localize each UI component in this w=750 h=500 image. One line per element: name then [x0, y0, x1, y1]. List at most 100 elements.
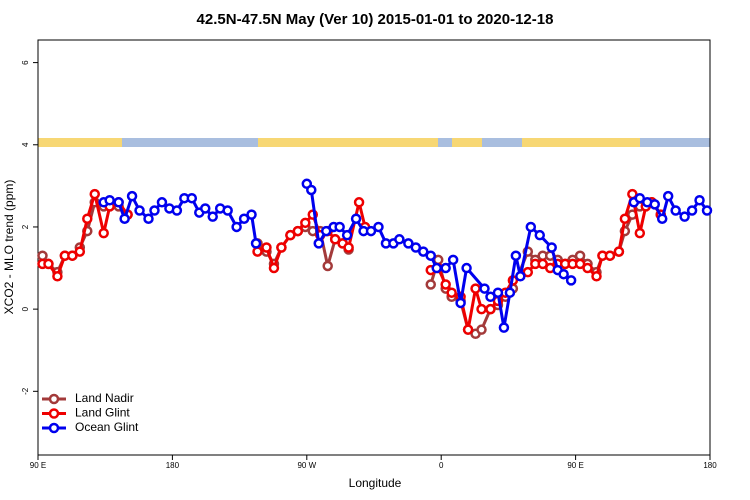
data-point [252, 246, 263, 257]
legend-label: Land Nadir [75, 391, 134, 405]
data-point [604, 250, 616, 261]
data-point [694, 194, 705, 206]
data-point [268, 262, 280, 274]
x-axis-label: Longitude [349, 476, 402, 490]
y-tick-label: -2 [21, 387, 30, 395]
data-point [410, 242, 422, 253]
data-point [662, 190, 674, 202]
data-point [619, 213, 631, 224]
data-point [649, 199, 660, 210]
data-point [634, 227, 646, 239]
data-point [440, 279, 451, 290]
data-point [634, 192, 646, 204]
data-point [431, 262, 442, 274]
data-point [613, 246, 625, 257]
data-point [43, 258, 54, 270]
legend-marker [48, 422, 60, 434]
data-point [455, 297, 466, 309]
data-point [353, 197, 365, 208]
data-point [679, 211, 690, 222]
data-point [134, 205, 145, 216]
data-point [322, 260, 333, 272]
chart-title: 42.5N-47.5N May (Ver 10) 2015-01-01 to 2… [197, 11, 554, 28]
data-point [582, 262, 593, 274]
data-point [67, 250, 78, 261]
data-point [394, 234, 405, 245]
data-point [686, 205, 698, 216]
plot-frame [37, 39, 711, 456]
data-point [119, 213, 130, 224]
land-strip [452, 138, 482, 147]
data-point [320, 225, 332, 237]
land-strip [258, 138, 438, 147]
data-point [300, 217, 311, 229]
y-tick-label: 4 [21, 142, 30, 147]
legend-marker [48, 408, 60, 419]
data-point [207, 211, 218, 222]
data-point [470, 283, 481, 294]
data-point [425, 279, 436, 290]
data-point [222, 205, 233, 216]
y-tick-label: 2 [21, 224, 30, 229]
data-point [522, 266, 534, 278]
data-point [82, 213, 93, 224]
data-point [440, 262, 451, 274]
y-axis-label: XCO2 - MLO trend (ppm) [2, 180, 16, 315]
data-point [261, 242, 272, 253]
data-point [446, 287, 457, 298]
data-point [52, 271, 63, 282]
data-point [350, 213, 362, 224]
data-point [479, 283, 490, 294]
legend-marker [48, 393, 60, 405]
data-point [329, 234, 341, 245]
data-point [558, 268, 569, 280]
x-tick-label: 90 E [567, 461, 583, 470]
data-point [418, 246, 429, 257]
data-point [238, 213, 250, 224]
data-point [365, 225, 377, 237]
data-point [250, 238, 262, 249]
data-point [156, 197, 168, 208]
data-point [546, 242, 557, 253]
data-point [591, 271, 602, 282]
land-strip [522, 138, 640, 147]
data-point [200, 203, 211, 214]
data-point [565, 275, 577, 286]
data-point [525, 221, 537, 233]
data-point [276, 242, 287, 253]
data-point [231, 221, 242, 233]
data-point [656, 213, 668, 224]
data-point [462, 324, 474, 335]
legend-label: Land Glint [75, 406, 130, 420]
data-point [306, 184, 317, 196]
data-point [126, 190, 138, 202]
x-tick-label: 90 W [297, 461, 316, 470]
data-point [701, 205, 713, 216]
data-point [485, 303, 496, 315]
x-tick-label: 180 [703, 461, 717, 470]
data-point [149, 205, 160, 216]
data-point [403, 238, 414, 249]
data-point [341, 229, 353, 241]
x-tick-label: 90 E [30, 461, 46, 470]
data-point [186, 192, 198, 204]
data-point [171, 205, 183, 216]
data-point [537, 258, 548, 270]
data-point [98, 227, 109, 239]
legend-label: Ocean Glint [75, 420, 139, 434]
ocean-strip [122, 138, 258, 147]
data-point [292, 225, 304, 237]
y-tick-label: 0 [21, 306, 30, 311]
data-point [515, 271, 526, 282]
data-point [104, 194, 115, 206]
data-point [343, 242, 354, 253]
data-point [574, 250, 586, 261]
data-point [534, 229, 546, 241]
data-point [143, 213, 154, 224]
x-tick-label: 0 [439, 461, 444, 470]
data-point [37, 250, 48, 261]
data-point [670, 205, 681, 216]
data-point [89, 188, 100, 200]
y-tick-label: 6 [21, 60, 30, 65]
